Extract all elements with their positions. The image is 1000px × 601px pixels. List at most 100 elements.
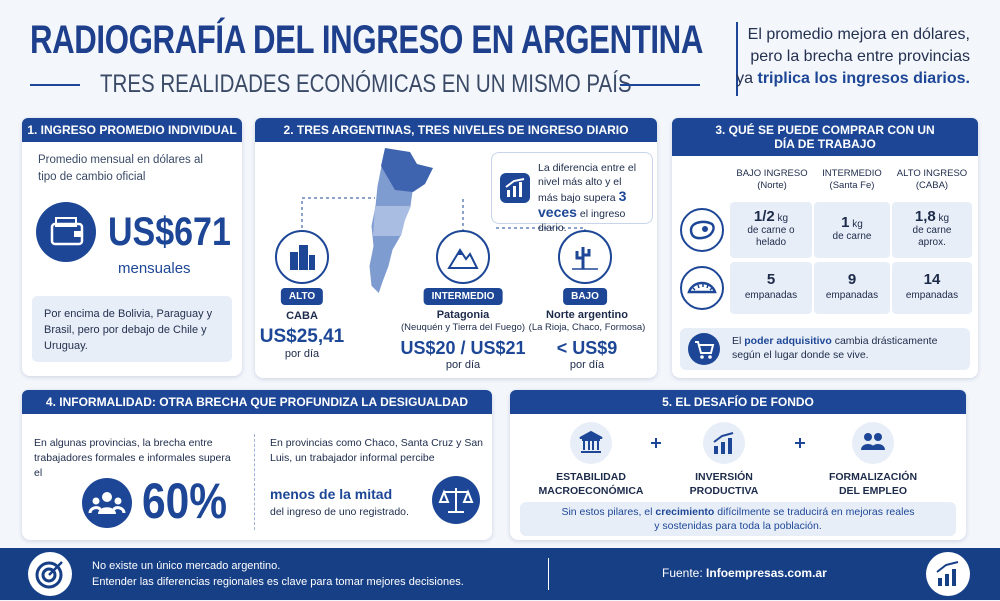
region-detail: (La Rioja, Chaco, Formosa) <box>528 322 646 333</box>
divider <box>254 434 255 530</box>
purchase-cell: 5 empanadas <box>730 262 812 314</box>
subtitle: TRES REALIDADES ECONÓMICAS EN UN MISMO P… <box>100 70 632 98</box>
section-heading: 2. TRES ARGENTINAS, TRES NIVELES DE INGR… <box>255 118 657 142</box>
section-heading: 5. EL DESAFÍO DE FONDO <box>510 390 966 414</box>
cart-icon <box>688 333 720 365</box>
note-line: ya triplica los ingresos diarios. <box>736 68 970 90</box>
description: Promedio mensual en dólares al tipo de c… <box>38 154 203 183</box>
divider <box>736 22 738 96</box>
footer-text: El <box>732 335 742 347</box>
region-unit: por día <box>284 348 320 360</box>
cell-unit: kg <box>852 219 863 230</box>
chart-icon <box>500 173 530 203</box>
pillar-icon <box>703 422 745 464</box>
cell-amount: 14 <box>923 271 941 288</box>
callout-highlight: 3 veces <box>538 188 627 220</box>
callout-text: La diferencia entre el nivel más alto y … <box>538 162 637 204</box>
left-value: 60% <box>142 473 228 529</box>
callout-text: el ingreso diario. <box>538 208 626 234</box>
region-unit: por día <box>569 359 605 371</box>
message-line: Entender las diferencias regionales es c… <box>92 576 464 588</box>
section-footer: El poder adquisitivo cambia drásticament… <box>680 328 970 370</box>
conclusion-text: difícilmente se traducirá en mejoras rea… <box>654 506 915 532</box>
footer: No existe un único mercado argentino. Ent… <box>0 548 1000 600</box>
message-line: No existe un único mercado argentino. <box>92 560 281 572</box>
amount: US$671 <box>108 210 231 254</box>
cell-unit: kg <box>777 213 789 224</box>
section-3: 3. QUÉ SE PUEDE COMPRAR CON UN DÍA DE TR… <box>672 118 978 378</box>
cell-desc: empanadas <box>905 290 959 301</box>
pillar: FORMALIZACIÓN DEL EMPLEO <box>828 471 918 497</box>
region-icon <box>436 230 490 284</box>
callout: La diferencia entre el nivel más alto y … <box>491 152 653 234</box>
column-header: BAJO INGRESO (Norte) <box>730 168 814 192</box>
level-badge: ALTO <box>280 288 324 305</box>
region-name: Patagonia <box>436 309 490 321</box>
icon <box>689 220 715 240</box>
column-label: INTERMEDIO <box>822 168 882 179</box>
section-heading: 3. QUÉ SE PUEDE COMPRAR CON UN DÍA DE TR… <box>672 118 978 156</box>
pillar: ESTABILIDAD MACROECONÓMICA <box>538 471 644 497</box>
purchase-cell: 1,8 kg de carne aprox. <box>892 202 972 258</box>
source-label: Fuente: <box>662 566 703 580</box>
scale-icon <box>432 476 480 524</box>
people-icon <box>82 478 132 528</box>
region-amount: US$25,41 <box>259 326 345 347</box>
conclusion-highlight: crecimiento <box>655 506 715 518</box>
footer-text: cambia drásticamente según el lugar dond… <box>732 335 938 361</box>
icon <box>713 432 734 454</box>
section-5: 5. EL DESAFÍO DE FONDO ESTABILIDAD MACRO… <box>510 390 966 540</box>
note-line: pero la brecha entre provincias <box>750 48 970 65</box>
right-highlight: menos de la mitad <box>270 486 393 502</box>
empanada-icon <box>680 266 724 310</box>
column-sub: (Norte) <box>757 180 787 191</box>
growth-icon <box>926 552 970 596</box>
region-icon <box>275 230 329 284</box>
icon <box>447 248 479 269</box>
region-detail: (Neuquén y Tierra del Fuego) <box>400 322 526 333</box>
target-icon <box>28 552 72 596</box>
rule <box>30 84 80 86</box>
icon <box>438 488 474 513</box>
region-icon <box>558 230 612 284</box>
cell-amount: 1/2 <box>753 208 775 225</box>
icon <box>35 561 63 589</box>
cell-amount: 1,8 <box>914 208 936 225</box>
divider <box>548 558 549 590</box>
pillar: INVERSIÓN PRODUCTIVA <box>689 471 759 497</box>
cell-amount: 5 <box>766 271 776 288</box>
right-tail: del ingreso de uno registrado. <box>270 506 409 518</box>
cell-amount: 9 <box>847 271 857 288</box>
column-header: ALTO INGRESO (CABA) <box>892 168 972 192</box>
note-text: ya <box>736 70 754 87</box>
icon <box>687 281 717 294</box>
purchase-cell: 14 empanadas <box>892 262 972 314</box>
cell-desc: de carne aprox. <box>912 225 952 248</box>
rule <box>620 84 700 86</box>
icon <box>88 492 126 514</box>
icon <box>50 217 84 246</box>
region-name: CABA <box>286 310 318 322</box>
title: RADIOGRAFÍA DEL INGRESO EN ARGENTINA <box>30 18 703 62</box>
cell-desc: empanadas <box>825 290 879 301</box>
level-badge: INTERMEDIO <box>423 288 503 305</box>
level-badge: BAJO <box>563 288 607 305</box>
comparison: Por encima de Bolivia, Paraguay y Brasil… <box>32 296 232 362</box>
column-label: BAJO INGRESO <box>736 168 808 179</box>
icon <box>290 245 315 270</box>
meat-icon <box>680 208 724 252</box>
region-amount: < US$9 <box>556 338 618 358</box>
source: Fuente: Infoempresas.com.ar <box>662 566 827 580</box>
region-name: Norte argentino <box>546 309 628 321</box>
icon <box>936 561 959 586</box>
right-text: En provincias como Chaco, Santa Cruz y S… <box>270 437 484 464</box>
column-sub: (CABA) <box>915 180 949 191</box>
header-note: El promedio mejora en dólares, pero la b… <box>736 24 970 90</box>
conclusion-text: Sin estos pilares, el <box>561 506 653 518</box>
conclusion: Sin estos pilares, el crecimiento difíci… <box>520 502 956 536</box>
section-4: 4. INFORMALIDAD: OTRA BRECHA QUE PROFUND… <box>22 390 492 540</box>
region-unit: por día <box>445 359 481 371</box>
icon <box>861 433 885 450</box>
